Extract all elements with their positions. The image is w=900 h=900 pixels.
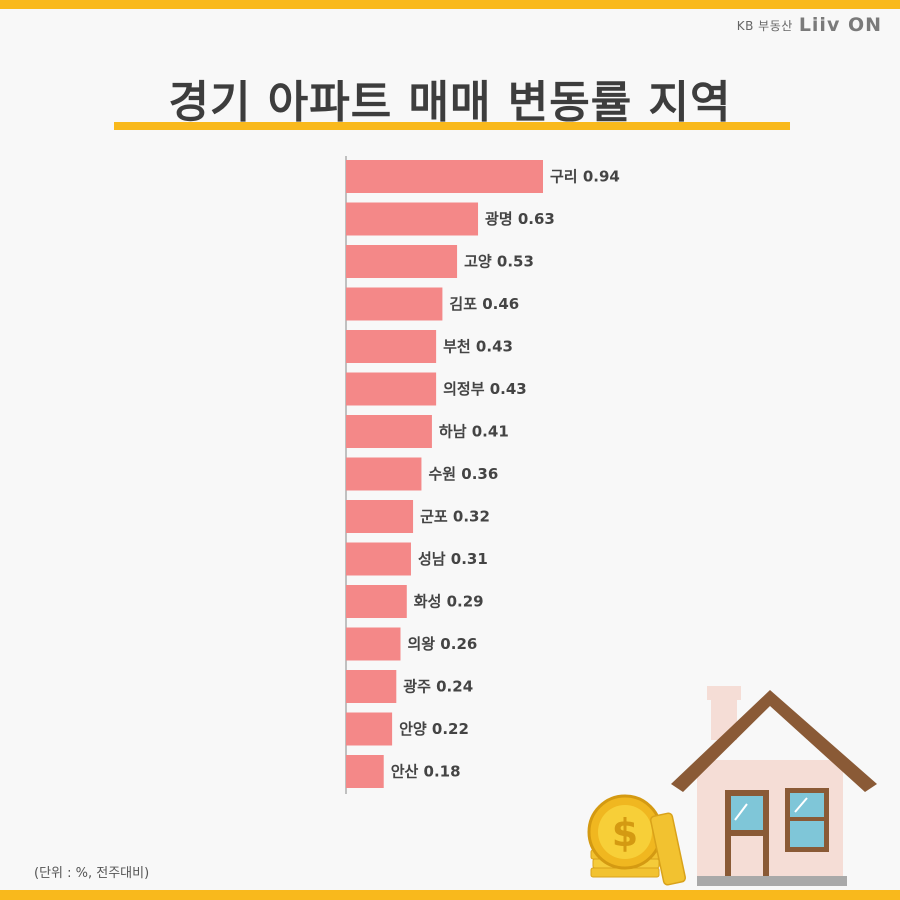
bar-label: 광주 0.24 [403, 678, 473, 696]
bar-label: 의왕 0.26 [407, 635, 477, 653]
coin-icon: $ [587, 794, 663, 870]
bar-의왕 [346, 627, 401, 661]
bar-화성 [346, 585, 407, 618]
coin-side-icon [649, 812, 687, 886]
bar-성남 [346, 542, 411, 576]
bar-군포 [346, 500, 414, 533]
bar-하남 [346, 415, 432, 448]
title-underline [114, 122, 790, 130]
bar-label: 안산 0.18 [391, 763, 461, 781]
bar-label: 화성 0.29 [414, 593, 484, 611]
bar-부천 [346, 330, 437, 363]
bar-고양 [346, 245, 458, 278]
bar-label: 김포 0.46 [449, 295, 519, 313]
bar-label: 안양 0.22 [399, 720, 469, 738]
liiv-on-logo: Liiv ON [798, 14, 882, 36]
bar-구리 [346, 160, 543, 193]
bar-label: 군포 0.32 [420, 508, 490, 526]
bar-label: 고양 0.53 [464, 253, 534, 271]
bar-label: 하남 0.41 [439, 423, 509, 441]
brand-kb-text: KB 부동산 [736, 18, 793, 33]
bar-의정부 [346, 372, 437, 406]
top-stripe [0, 0, 900, 9]
bar-label: 광명 0.63 [485, 210, 555, 228]
bar-label: 의정부 0.43 [443, 380, 527, 398]
bar-광명 [346, 202, 479, 236]
bottom-stripe [0, 890, 900, 900]
house-icon [671, 686, 877, 886]
bar-수원 [346, 457, 422, 491]
unit-note: (단위 : %, 전주대비) [34, 866, 150, 881]
bar-광주 [346, 670, 397, 703]
brand-logo: KB 부동산 Liiv ON [737, 14, 882, 36]
bar-label: 부천 0.43 [443, 338, 513, 356]
svg-text:$: $ [612, 811, 638, 855]
bar-김포 [346, 287, 443, 321]
house-with-coins-illustration: $ [587, 686, 877, 886]
page-title: 경기 아파트 매매 변동률 지역 [168, 77, 732, 128]
bar-안양 [346, 712, 393, 746]
bar-label: 수원 0.36 [428, 465, 498, 483]
bar-label: 구리 0.94 [550, 168, 620, 186]
bar-label: 성남 0.31 [418, 550, 488, 568]
bar-안산 [346, 755, 384, 788]
